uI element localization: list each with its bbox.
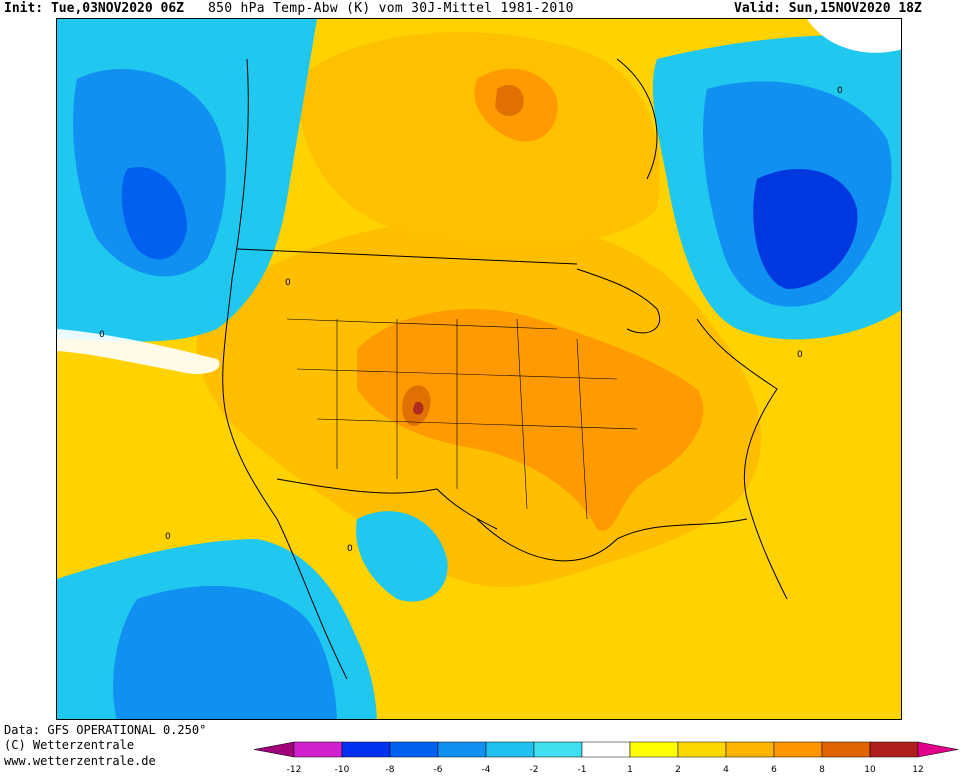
neutral-top-right: [807, 19, 901, 53]
map-canvas: 0 0 0 0 0 0: [57, 19, 901, 719]
scale-segment: [629, 741, 679, 758]
scale-tick-label: 2: [675, 765, 681, 775]
scale-segment: [437, 741, 487, 758]
scale-tick-label: 1: [627, 765, 633, 775]
scale-tick-label: -10: [335, 765, 350, 775]
scale-tick-label: 8: [819, 765, 825, 775]
scale-tick-label: -6: [434, 765, 443, 775]
scale-tick-label: -12: [287, 765, 302, 775]
contour-label: 0: [797, 350, 803, 360]
contour-label: 0: [99, 330, 105, 340]
cold-gulf-of-california: [356, 511, 448, 602]
great-lakes-outline: [576, 268, 661, 334]
scale-segment: [725, 741, 775, 758]
scale-segment: [533, 741, 583, 758]
valid-time-label: Valid: Sun,15NOV2020 18Z: [734, 1, 922, 16]
contour-label: 0: [165, 532, 171, 542]
hudson-bay-outline: [616, 58, 658, 180]
very-cold-pacific-south: [113, 585, 337, 719]
west-coast-line: [222, 58, 348, 680]
color-scale-ticks: -12 -10 -8 -6 -4 -2 -1 1 2 4 6 8 10 12: [287, 765, 924, 775]
data-source-label: Data: GFS OPERATIONAL 0.250°: [4, 723, 207, 737]
scale-segment: [485, 741, 535, 758]
color-scale-bars: [254, 741, 958, 758]
coldest-pacific-north: [121, 167, 187, 260]
contour-label: 0: [347, 544, 353, 554]
coldest-atlantic: [753, 169, 858, 289]
scale-tick-label: -1: [578, 765, 587, 775]
scale-segment: [869, 741, 919, 758]
state-lines: [286, 318, 638, 520]
init-time-label: Init: Tue,03NOV2020 06Z: [4, 1, 185, 16]
copyright-label: (C) Wetterzentrale: [4, 738, 135, 752]
neutral-fringe-west: [57, 329, 220, 374]
scale-tick-label: -2: [530, 765, 539, 775]
scale-tick-label: -8: [386, 765, 395, 775]
scale-segment: [389, 741, 439, 758]
canada-us-border: [236, 248, 578, 265]
contour-label: 0: [837, 86, 843, 96]
warm-canada-area: [297, 32, 660, 245]
scale-tick-label: 12: [912, 765, 923, 775]
website-label: www.wetterzentrale.de: [4, 754, 156, 768]
us-mexico-border: [276, 478, 498, 530]
scale-segment: [677, 741, 727, 758]
hot-core-area: [357, 309, 704, 531]
contour-label: 0: [285, 278, 291, 288]
scale-segment: [821, 741, 871, 758]
scale-tick-label: 6: [771, 765, 777, 775]
scale-tick-label: 10: [864, 765, 876, 775]
coastlines-and-borders: [222, 58, 788, 680]
scale-tick-label: 4: [723, 765, 729, 775]
gulf-coast-line: [476, 518, 748, 562]
color-scale-legend: -12 -10 -8 -6 -4 -2 -1 1 2 4 6 8 10 12: [254, 741, 958, 775]
extreme-spot: [413, 401, 424, 415]
scale-segment: [773, 741, 823, 758]
temperature-anomaly-map: 0 0 0 0 0 0: [56, 18, 902, 720]
scale-segment: [341, 741, 391, 758]
scale-segment: [293, 741, 343, 758]
scale-arrow-right: [917, 741, 958, 758]
chart-title: 850 hPa Temp-Abw (K) vom 30J-Mittel 1981…: [208, 1, 574, 16]
very-hot-spot-canada: [495, 85, 524, 116]
scale-tick-label: -4: [482, 765, 491, 775]
east-coast-line: [696, 318, 788, 600]
scale-arrow-left: [254, 741, 295, 758]
scale-segment: [581, 741, 631, 758]
